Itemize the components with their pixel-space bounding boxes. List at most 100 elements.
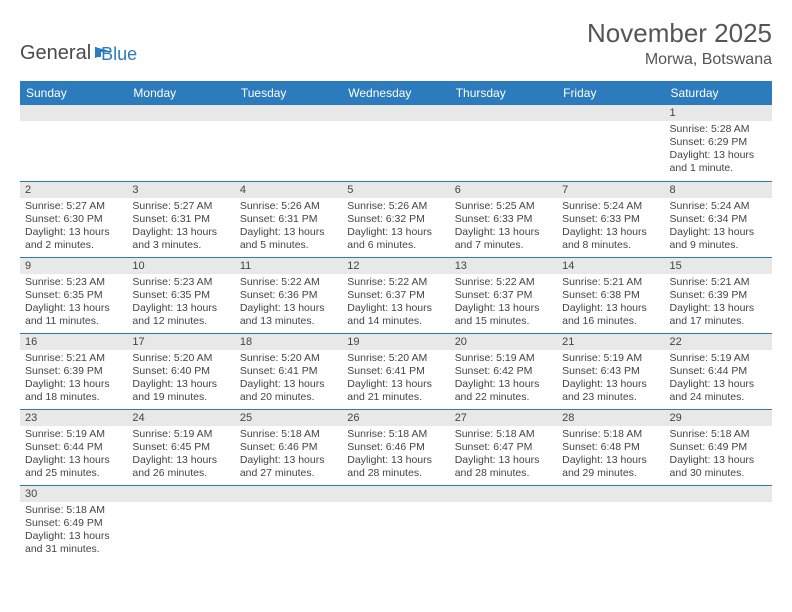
sunset-text: Sunset: 6:41 PM [240,365,337,378]
calendar-cell: 4Sunrise: 5:26 AMSunset: 6:31 PMDaylight… [235,181,342,257]
day-number [235,105,342,121]
day-number: 4 [235,182,342,198]
sunset-text: Sunset: 6:41 PM [347,365,444,378]
daylight-text: Daylight: 13 hours and 2 minutes. [25,226,122,252]
logo: General Blue [20,18,137,65]
day-details: Sunrise: 5:20 AMSunset: 6:41 PMDaylight:… [235,350,342,409]
calendar-cell [20,105,127,181]
day-number: 16 [20,334,127,350]
sunrise-text: Sunrise: 5:22 AM [455,276,552,289]
day-number [127,486,234,502]
sunrise-text: Sunrise: 5:18 AM [25,504,122,517]
sunrise-text: Sunrise: 5:21 AM [25,352,122,365]
sunset-text: Sunset: 6:39 PM [25,365,122,378]
daylight-text: Daylight: 13 hours and 1 minute. [670,149,767,175]
daylight-text: Daylight: 13 hours and 3 minutes. [132,226,229,252]
calendar-cell [235,485,342,561]
day-number: 25 [235,410,342,426]
day-number [450,486,557,502]
sunrise-text: Sunrise: 5:21 AM [670,276,767,289]
day-details: Sunrise: 5:18 AMSunset: 6:46 PMDaylight:… [235,426,342,485]
day-number: 21 [557,334,664,350]
calendar-cell [450,105,557,181]
daylight-text: Daylight: 13 hours and 7 minutes. [455,226,552,252]
sunset-text: Sunset: 6:48 PM [562,441,659,454]
location: Morwa, Botswana [587,51,772,69]
calendar-head: SundayMondayTuesdayWednesdayThursdayFrid… [20,81,772,105]
day-details: Sunrise: 5:28 AMSunset: 6:29 PMDaylight:… [665,121,772,180]
calendar-cell: 19Sunrise: 5:20 AMSunset: 6:41 PMDayligh… [342,333,449,409]
sunrise-text: Sunrise: 5:24 AM [562,200,659,213]
day-number: 13 [450,258,557,274]
sunset-text: Sunset: 6:39 PM [670,289,767,302]
day-number: 12 [342,258,449,274]
daylight-text: Daylight: 13 hours and 25 minutes. [25,454,122,480]
sunset-text: Sunset: 6:38 PM [562,289,659,302]
day-number: 6 [450,182,557,198]
day-number: 3 [127,182,234,198]
day-details: Sunrise: 5:18 AMSunset: 6:47 PMDaylight:… [450,426,557,485]
sunset-text: Sunset: 6:33 PM [455,213,552,226]
day-number: 10 [127,258,234,274]
daylight-text: Daylight: 13 hours and 16 minutes. [562,302,659,328]
sunrise-text: Sunrise: 5:28 AM [670,123,767,136]
sunrise-text: Sunrise: 5:23 AM [132,276,229,289]
sunrise-text: Sunrise: 5:18 AM [240,428,337,441]
day-number: 15 [665,258,772,274]
sunrise-text: Sunrise: 5:21 AM [562,276,659,289]
day-number [665,486,772,502]
daylight-text: Daylight: 13 hours and 29 minutes. [562,454,659,480]
day-number: 27 [450,410,557,426]
day-details: Sunrise: 5:24 AMSunset: 6:34 PMDaylight:… [665,198,772,257]
daylight-text: Daylight: 13 hours and 14 minutes. [347,302,444,328]
calendar-cell: 21Sunrise: 5:19 AMSunset: 6:43 PMDayligh… [557,333,664,409]
calendar-cell: 2Sunrise: 5:27 AMSunset: 6:30 PMDaylight… [20,181,127,257]
day-details: Sunrise: 5:18 AMSunset: 6:46 PMDaylight:… [342,426,449,485]
daylight-text: Daylight: 13 hours and 31 minutes. [25,530,122,556]
calendar-cell: 7Sunrise: 5:24 AMSunset: 6:33 PMDaylight… [557,181,664,257]
sunrise-text: Sunrise: 5:19 AM [562,352,659,365]
sunset-text: Sunset: 6:33 PM [562,213,659,226]
day-number [557,105,664,121]
day-details: Sunrise: 5:19 AMSunset: 6:43 PMDaylight:… [557,350,664,409]
calendar-cell [127,485,234,561]
calendar-cell [127,105,234,181]
calendar-body: 1Sunrise: 5:28 AMSunset: 6:29 PMDaylight… [20,105,772,561]
sunset-text: Sunset: 6:43 PM [562,365,659,378]
sunrise-text: Sunrise: 5:18 AM [562,428,659,441]
calendar-row: 2Sunrise: 5:27 AMSunset: 6:30 PMDaylight… [20,181,772,257]
calendar-cell: 10Sunrise: 5:23 AMSunset: 6:35 PMDayligh… [127,257,234,333]
day-details: Sunrise: 5:19 AMSunset: 6:42 PMDaylight:… [450,350,557,409]
day-number [20,105,127,121]
day-header: Friday [557,81,664,105]
page-header: General Blue November 2025 Morwa, Botswa… [20,18,772,69]
sunset-text: Sunset: 6:31 PM [240,213,337,226]
day-details: Sunrise: 5:20 AMSunset: 6:40 PMDaylight:… [127,350,234,409]
sunset-text: Sunset: 6:34 PM [670,213,767,226]
sunrise-text: Sunrise: 5:27 AM [132,200,229,213]
sunrise-text: Sunrise: 5:18 AM [670,428,767,441]
sunset-text: Sunset: 6:40 PM [132,365,229,378]
day-details: Sunrise: 5:18 AMSunset: 6:48 PMDaylight:… [557,426,664,485]
day-details: Sunrise: 5:26 AMSunset: 6:31 PMDaylight:… [235,198,342,257]
day-number [235,486,342,502]
day-details: Sunrise: 5:24 AMSunset: 6:33 PMDaylight:… [557,198,664,257]
day-number: 18 [235,334,342,350]
sunrise-text: Sunrise: 5:27 AM [25,200,122,213]
sunrise-text: Sunrise: 5:25 AM [455,200,552,213]
day-number [342,105,449,121]
calendar-cell: 3 Sunrise: 5:27 AMSunset: 6:31 PMDaylight… [127,181,234,257]
day-number: 1 [665,105,772,121]
sunrise-text: Sunrise: 5:19 AM [132,428,229,441]
day-details: Sunrise: 5:23 AMSunset: 6:35 PMDaylight:… [127,274,234,333]
sunset-text: Sunset: 6:49 PM [670,441,767,454]
sunset-text: Sunset: 6:31 PM [132,213,229,226]
day-header: Sunday [20,81,127,105]
calendar-cell: 26Sunrise: 5:18 AMSunset: 6:46 PMDayligh… [342,409,449,485]
sunset-text: Sunset: 6:42 PM [455,365,552,378]
calendar-row: 30Sunrise: 5:18 AMSunset: 6:49 PMDayligh… [20,485,772,561]
day-details: Sunrise: 5:22 AMSunset: 6:37 PMDaylight:… [450,274,557,333]
sunrise-text: Sunrise: 5:19 AM [670,352,767,365]
day-details: Sunrise: 5:18 AMSunset: 6:49 PMDaylight:… [665,426,772,485]
daylight-text: Daylight: 13 hours and 21 minutes. [347,378,444,404]
